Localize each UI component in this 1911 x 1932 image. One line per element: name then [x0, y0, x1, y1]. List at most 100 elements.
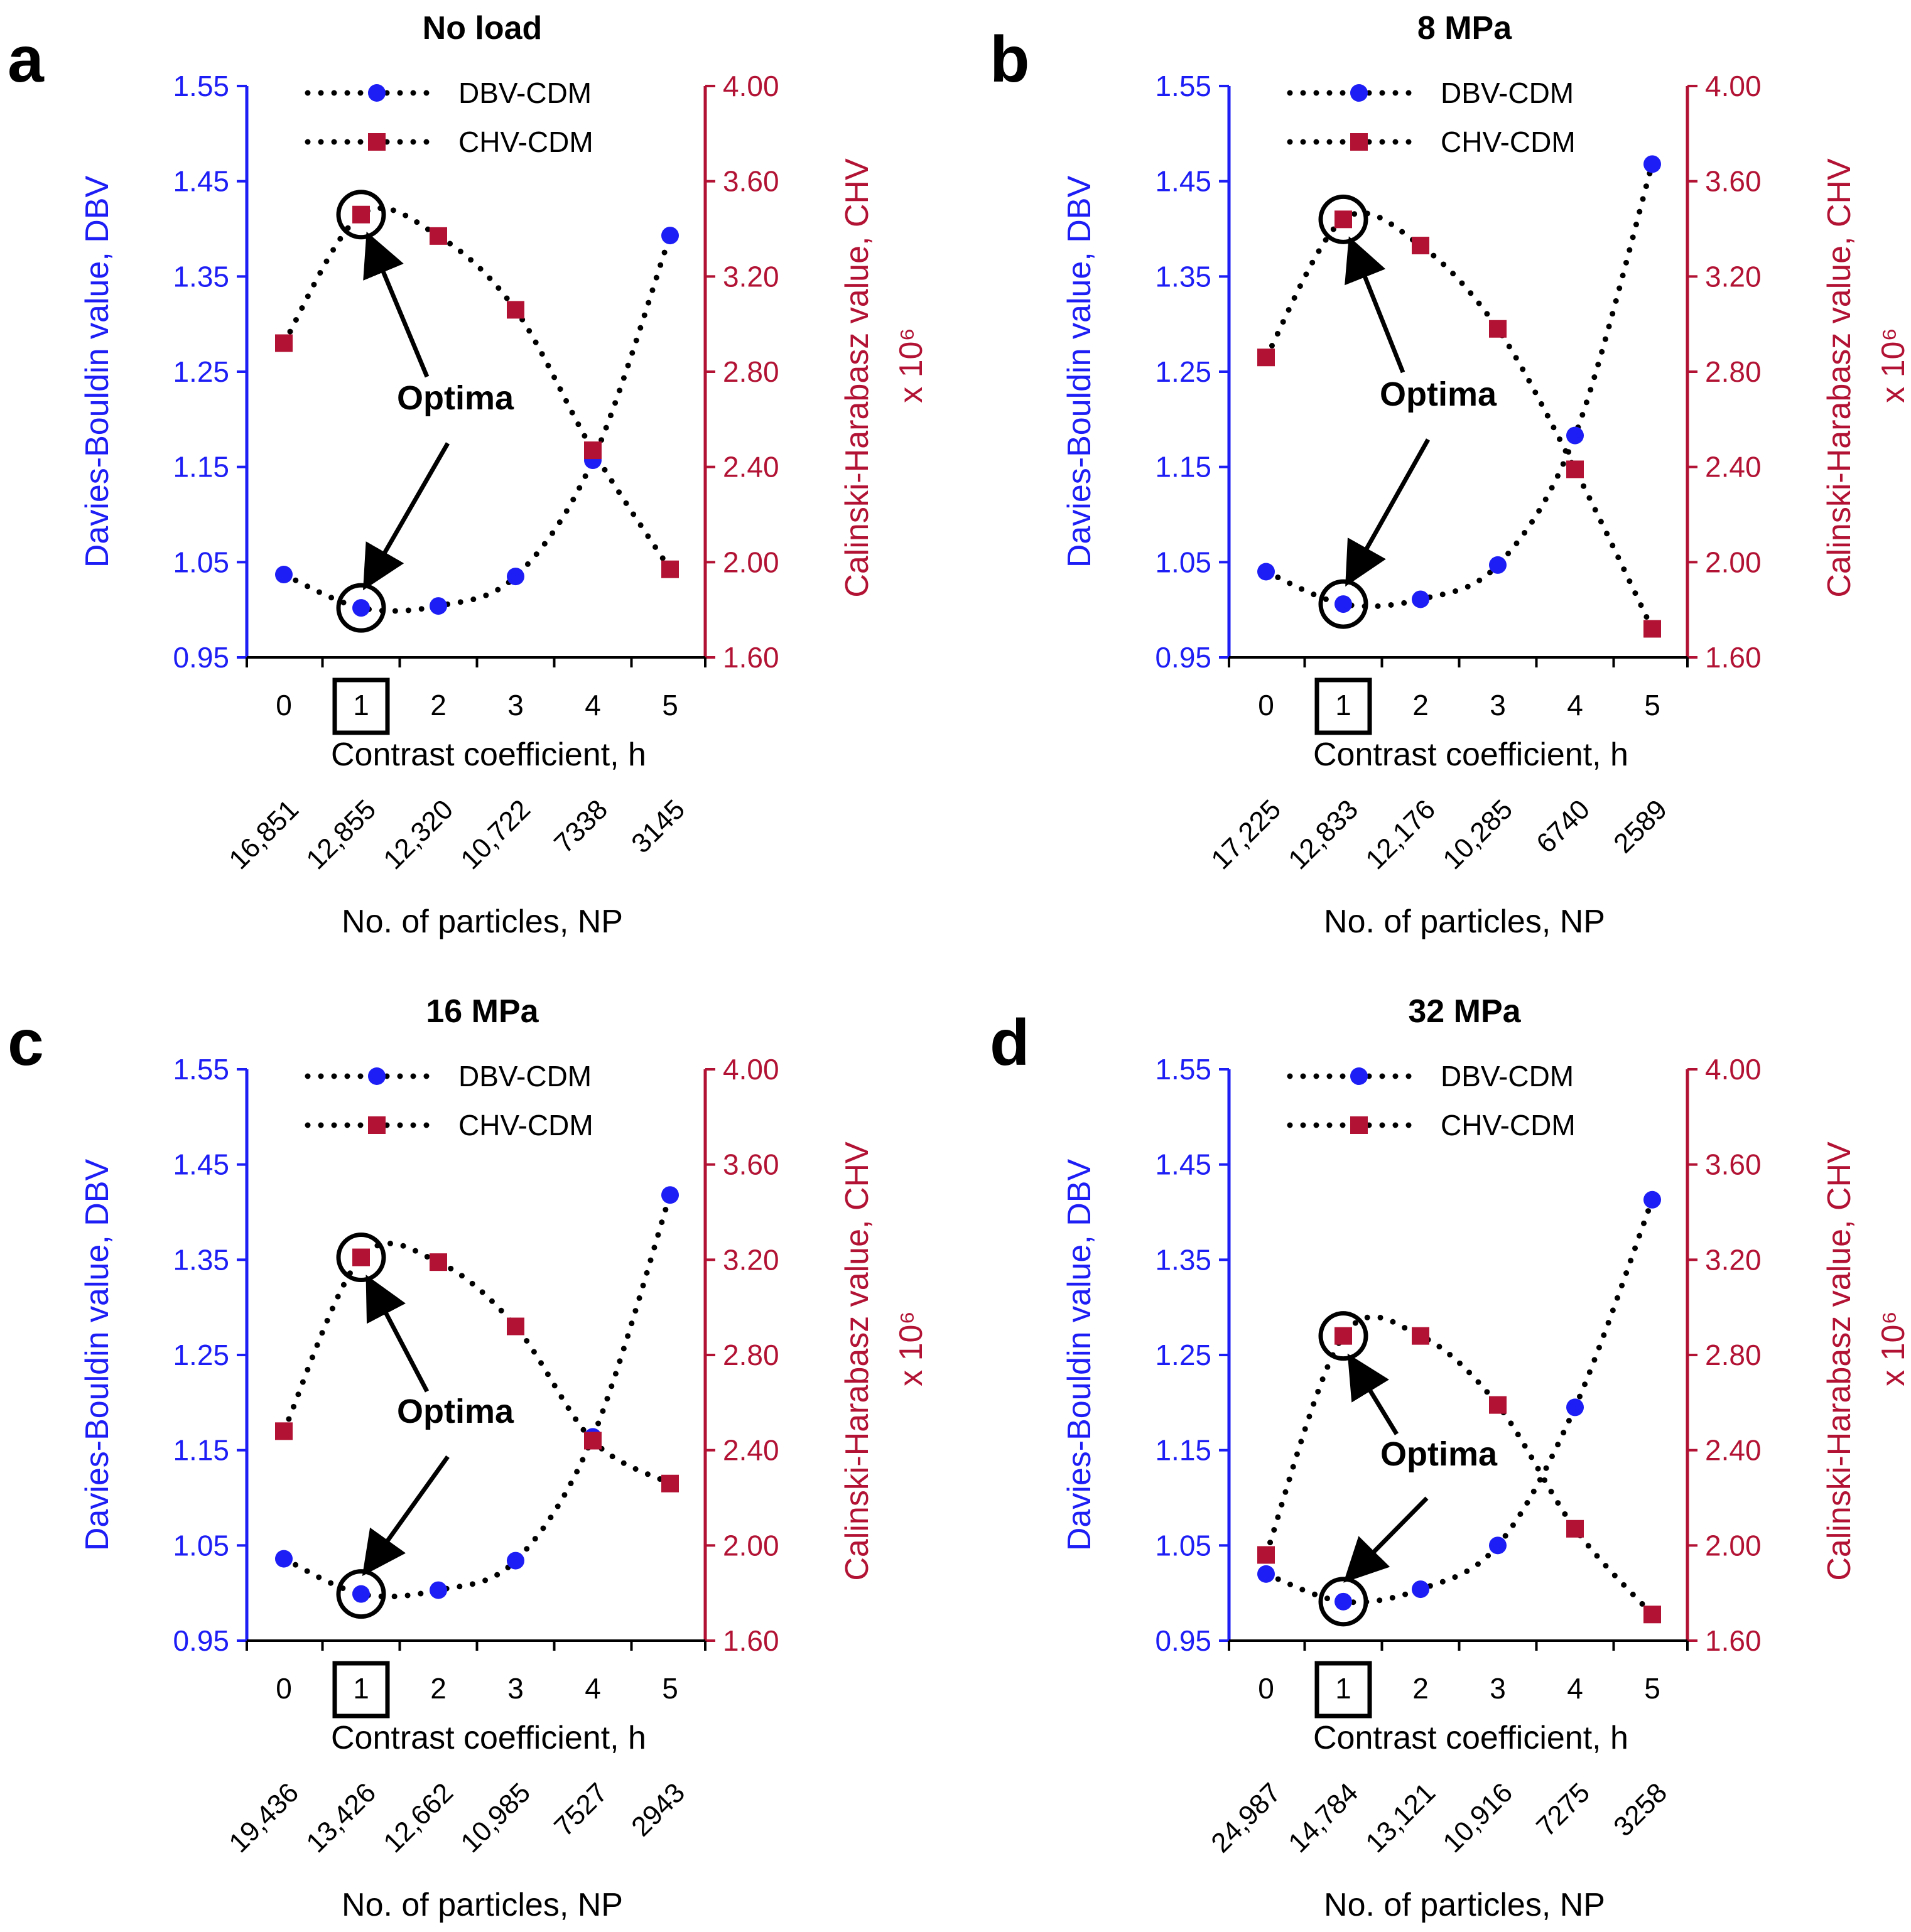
panel-letter: a [8, 23, 45, 96]
right-axis-label: Calinski-Harabasz value, CHV [1821, 1141, 1858, 1581]
np-tick-label: 13,121 [1360, 1777, 1441, 1859]
optima-label: Optima [1380, 1435, 1498, 1473]
panel-letter: c [8, 1006, 44, 1079]
left-tick-label: 1.55 [1155, 1053, 1211, 1086]
highlight-box [332, 1661, 390, 1719]
x-tick-label: 4 [585, 689, 601, 721]
left-axis-label: Davies-Bouldin value, DBV [1061, 176, 1098, 568]
left-tick-label: 0.95 [173, 1624, 229, 1657]
right-tick-label: 2.00 [1705, 546, 1762, 578]
x-tick-label: 3 [1490, 689, 1506, 721]
dbv-point [1334, 1592, 1352, 1611]
optima-arrow-chv [363, 231, 430, 378]
chv-point [584, 1432, 602, 1450]
optima-label: Optima [397, 1393, 514, 1430]
chv-point [430, 227, 447, 245]
legend-dbv-marker [1350, 84, 1368, 102]
np-tick-label: 24,987 [1205, 1777, 1287, 1859]
panel-d: d 32 MPa 0.95 1.05 1.15 1.25 1.35 1.45 1.55 Davie… [990, 993, 1911, 1923]
x-tick-label: 1 [1335, 1672, 1351, 1705]
optima-arrow-chv [1347, 1353, 1399, 1435]
optimum-circle-dbv [336, 583, 386, 633]
left-tick-label: 1.55 [173, 1053, 229, 1086]
x-tick-label: 4 [585, 1672, 601, 1705]
dbv-point [1257, 1565, 1275, 1583]
np-axis-label: No. of particles, NP [1324, 904, 1605, 940]
chv-point [430, 1253, 447, 1271]
left-tick-label: 1.05 [1155, 546, 1211, 578]
np-tick-label: 12,833 [1282, 794, 1364, 875]
right-tick-label: 2.80 [1705, 1339, 1762, 1371]
right-tick-label: 2.00 [723, 546, 779, 578]
chv-point [275, 1422, 293, 1440]
left-tick-label: 1.15 [1155, 1434, 1211, 1467]
panel-title: 32 MPa [1408, 993, 1521, 1030]
right-axis-scale-label: x 10⁶ [1875, 328, 1911, 403]
left-tick-label: 1.05 [173, 1529, 229, 1562]
left-axis-label: Davies-Bouldin value, DBV [1061, 1159, 1098, 1552]
right-axis-scale-label: x 10⁶ [893, 1311, 929, 1386]
x-tick-label: 0 [1258, 689, 1274, 721]
chv-trend-line [1263, 210, 1655, 632]
left-axis-label: Davies-Bouldin value, DBV [79, 1159, 116, 1552]
dbv-trend-line [281, 232, 673, 614]
legend-dbv-label: DBV-CDM [458, 77, 592, 109]
np-tick-label: 12,176 [1360, 794, 1441, 875]
right-tick-label: 3.20 [723, 1243, 779, 1276]
np-tick-label: 6740 [1530, 794, 1596, 859]
optima-label: Optima [1380, 375, 1497, 413]
right-tick-label: 2.00 [1705, 1529, 1762, 1562]
optimum-circle-dbv [336, 1569, 386, 1619]
dbv-point [1643, 1190, 1661, 1209]
np-tick-label: 10,985 [455, 1777, 536, 1859]
np-tick-label: 17,225 [1205, 794, 1287, 875]
dbv-point [507, 1552, 524, 1570]
x-tick-label: 5 [662, 689, 678, 721]
np-tick-label: 19,436 [223, 1777, 305, 1859]
np-axis-label: No. of particles, NP [342, 904, 623, 940]
chv-point [1412, 1327, 1429, 1345]
np-tick-label: 16,851 [223, 794, 305, 875]
optimum-circle-dbv [1318, 1577, 1368, 1627]
left-tick-label: 1.15 [173, 1434, 229, 1467]
x-tick-label: 0 [276, 689, 292, 721]
dbv-point [352, 599, 370, 617]
np-tick-label: 10,722 [455, 794, 536, 875]
right-tick-label: 3.60 [723, 165, 779, 198]
panel-title: 8 MPa [1417, 10, 1512, 46]
left-tick-label: 1.55 [1155, 70, 1211, 102]
left-tick-label: 1.15 [173, 451, 229, 483]
dbv-point [661, 1186, 679, 1204]
dbv-point [1257, 563, 1275, 581]
chv-point [352, 1248, 370, 1266]
right-tick-label: 2.80 [1705, 355, 1762, 388]
left-tick-label: 1.35 [1155, 1243, 1211, 1276]
left-tick-label: 1.55 [173, 70, 229, 102]
left-tick-label: 1.25 [173, 1339, 229, 1371]
optimum-circle-dbv [1318, 579, 1368, 629]
right-axis-scale-label: x 10⁶ [1875, 1311, 1911, 1386]
right-tick-label: 4.00 [723, 70, 779, 102]
legend-chv-label: CHV-CDM [1441, 126, 1576, 158]
right-tick-label: 4.00 [1705, 70, 1762, 102]
optimum-circle-chv [1318, 194, 1368, 244]
right-tick-label: 1.60 [1705, 641, 1762, 674]
np-tick-label: 12,662 [377, 1777, 459, 1859]
dbv-point [430, 1581, 447, 1599]
chv-point [661, 560, 679, 578]
left-tick-label: 1.25 [173, 355, 229, 388]
optimum-circle-chv [1318, 1311, 1368, 1361]
right-tick-label: 2.80 [723, 1339, 779, 1371]
dbv-point [661, 227, 679, 245]
left-tick-label: 1.05 [1155, 1529, 1211, 1562]
x-tick-label: 0 [276, 1672, 292, 1705]
np-tick-label: 10,916 [1437, 1777, 1519, 1859]
right-tick-label: 3.60 [723, 1148, 779, 1181]
left-tick-label: 1.35 [1155, 260, 1211, 293]
x-tick-label: 1 [353, 689, 369, 721]
dbv-point [352, 1585, 370, 1603]
legend-chv-marker [368, 1116, 386, 1134]
x-tick-label: 2 [1412, 689, 1429, 721]
left-tick-label: 1.05 [173, 546, 229, 578]
x-tick-label: 2 [430, 689, 447, 721]
